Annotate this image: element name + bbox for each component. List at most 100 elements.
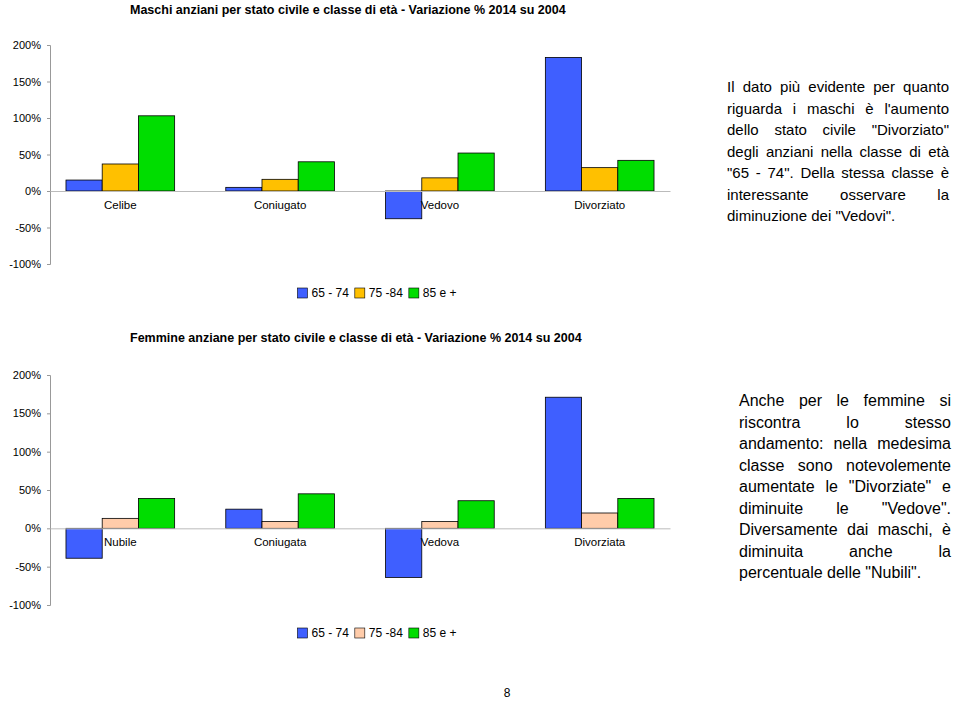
bar [618, 498, 654, 528]
y-tick-label: 0% [25, 522, 41, 534]
y-tick: 100% [13, 446, 50, 458]
y-tick-label: 200% [13, 39, 41, 51]
category-label: Nubile [104, 536, 137, 548]
y-tick-label: 50% [19, 484, 41, 496]
y-tick: 200% [13, 369, 50, 381]
chart: Maschi anziani per stato civile e classe… [9, 3, 670, 300]
bar [138, 116, 174, 191]
y-tick: 200% [13, 39, 50, 51]
annotation: Il dato più evidente per quanto riguarda… [727, 76, 949, 227]
x-axis: Nubile Coniugata Vedova Divorziata [51, 528, 671, 548]
zero-line [51, 528, 671, 529]
legend-swatch [409, 628, 419, 638]
y-tick-label: 150% [13, 76, 41, 88]
bar [298, 162, 334, 191]
y-tick-label: 150% [13, 407, 41, 419]
y-tick-mark [47, 413, 50, 414]
bar [298, 494, 334, 529]
y-tick-mark [47, 228, 50, 229]
y-tick: 0% [25, 185, 50, 197]
bars [66, 397, 654, 577]
y-tick: 150% [13, 76, 50, 88]
x-tick: Coniugata [254, 528, 307, 548]
bar [582, 168, 618, 191]
bar [102, 518, 138, 528]
bar [226, 187, 262, 191]
y-tick: -50% [15, 561, 50, 573]
bar [458, 153, 494, 191]
category-label: Celibe [104, 199, 137, 211]
y-tick: 50% [19, 484, 50, 496]
x-tick: Celibe [104, 191, 137, 211]
bar [262, 521, 298, 528]
legend: 65 - 74 75 -84 85 e + [297, 626, 456, 640]
legend-swatch [297, 288, 307, 298]
legend-item: 75 -84 [355, 286, 403, 300]
y-tick-mark [47, 191, 50, 192]
chart: Femmine anziane per stato civile e class… [9, 331, 670, 640]
category-label: Divorziata [574, 536, 626, 548]
y-tick-mark [47, 155, 50, 156]
y-tick-mark [47, 45, 50, 46]
legend-swatch [409, 288, 419, 298]
y-tick-mark [47, 452, 50, 453]
y-tick-mark [47, 605, 50, 606]
bar [422, 521, 458, 528]
y-tick-label: -50% [15, 222, 41, 234]
y-tick: 50% [19, 149, 50, 161]
bar [138, 498, 174, 528]
bar [458, 501, 494, 529]
y-tick-mark [47, 567, 50, 568]
legend-item: 85 e + [409, 286, 457, 300]
zero-line [51, 191, 671, 192]
annotation: Anche per le femmine si riscontra lo ste… [739, 390, 951, 584]
x-tick: Divorziato [574, 191, 625, 211]
x-tick: Divorziata [574, 528, 626, 548]
bar [422, 178, 458, 191]
legend-label: 85 e + [423, 286, 457, 300]
y-tick-mark [47, 528, 50, 529]
bar [386, 191, 422, 219]
bar [582, 513, 618, 528]
y-tick-label: -50% [15, 561, 41, 573]
x-axis: Celibe Coniugato Vedovo Divorziato [51, 191, 671, 211]
y-axis-line [47, 46, 51, 265]
legend-swatch [355, 288, 365, 298]
chart-title: Maschi anziani per stato civile e classe… [130, 3, 566, 17]
page-number: 8 [504, 686, 511, 700]
y-tick: 150% [13, 407, 50, 419]
legend-swatch [355, 628, 365, 638]
legend-item: 85 e + [409, 626, 457, 640]
chart-title: Femmine anziane per stato civile e class… [130, 331, 582, 345]
y-tick-label: 50% [19, 149, 41, 161]
y-tick-mark [47, 490, 50, 491]
y-tick-mark [47, 375, 50, 376]
legend-item: 75 -84 [355, 626, 403, 640]
y-tick-label: 200% [13, 369, 41, 381]
legend-label: 85 e + [423, 626, 457, 640]
y-tick-mark [47, 82, 50, 83]
legend-item: 65 - 74 [297, 626, 349, 640]
bar [66, 528, 102, 558]
legend-label: 75 -84 [369, 626, 403, 640]
legend-swatch [297, 628, 307, 638]
legend-label: 75 -84 [369, 286, 403, 300]
bar [226, 509, 262, 528]
bar [66, 180, 102, 191]
bar [386, 528, 422, 577]
category-label: Vedova [421, 536, 460, 548]
x-tick: Vedovo [421, 191, 459, 211]
y-tick-label: 100% [13, 446, 41, 458]
category-label: Coniugato [254, 199, 306, 211]
x-tick: Nubile [104, 528, 137, 548]
bar [618, 160, 654, 191]
legend-item: 65 - 74 [297, 286, 349, 300]
y-tick-label: 0% [25, 185, 41, 197]
bar [545, 397, 581, 528]
y-tick: 100% [13, 112, 50, 124]
x-tick: Coniugato [254, 191, 306, 211]
bars [66, 57, 654, 218]
y-tick-mark [47, 264, 50, 265]
x-tick: Vedova [421, 528, 460, 548]
legend-label: 65 - 74 [311, 626, 349, 640]
